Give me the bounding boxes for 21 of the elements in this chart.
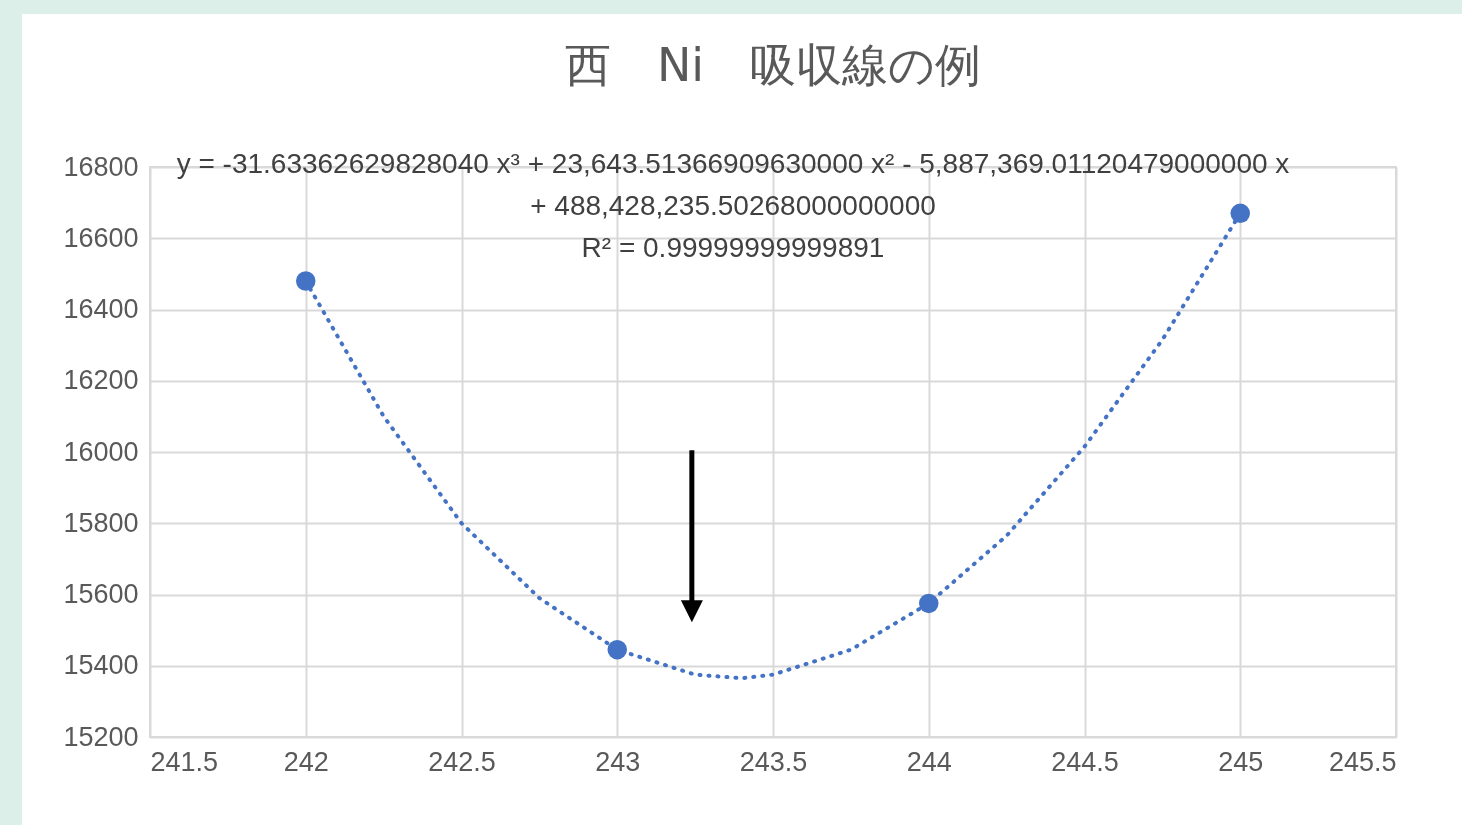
y-tick-label: 15200: [63, 721, 139, 752]
chart-title: 西 Ni 吸収線の例: [564, 38, 982, 92]
annotation: y = -31.63362629828040 x³ + 23,643.51366909630000 x² - 5,887,369.01120479000000 x + 488,428,235.50268000000000: [175, 147, 1291, 223]
x-tick-label: 245: [1218, 746, 1264, 777]
annotation: R² = 0.99999999999891: [581, 231, 885, 265]
y-tick-label: 15800: [63, 507, 139, 538]
x-tick-label: 244: [906, 746, 952, 777]
x-tick-label: 242: [283, 746, 329, 777]
y-tick-label: 16800: [63, 151, 139, 182]
x-tick-label: 242.5: [428, 746, 496, 777]
x-tick-label: 241.5: [150, 746, 219, 777]
y-tick-label: 16200: [63, 365, 139, 396]
y-tick-label: 15600: [63, 579, 139, 609]
x-tick-label: 244.5: [1051, 746, 1119, 777]
x-tick-label: 243.5: [739, 746, 808, 777]
x-tick-label: 245.5: [1328, 746, 1397, 777]
y-tick-label: 16000: [63, 436, 139, 467]
x-tick-label: 243: [595, 746, 641, 777]
y-tick-label: 15400: [63, 650, 139, 681]
y-tick-label: 16600: [63, 222, 139, 253]
y-tick-label: 16400: [63, 294, 139, 324]
